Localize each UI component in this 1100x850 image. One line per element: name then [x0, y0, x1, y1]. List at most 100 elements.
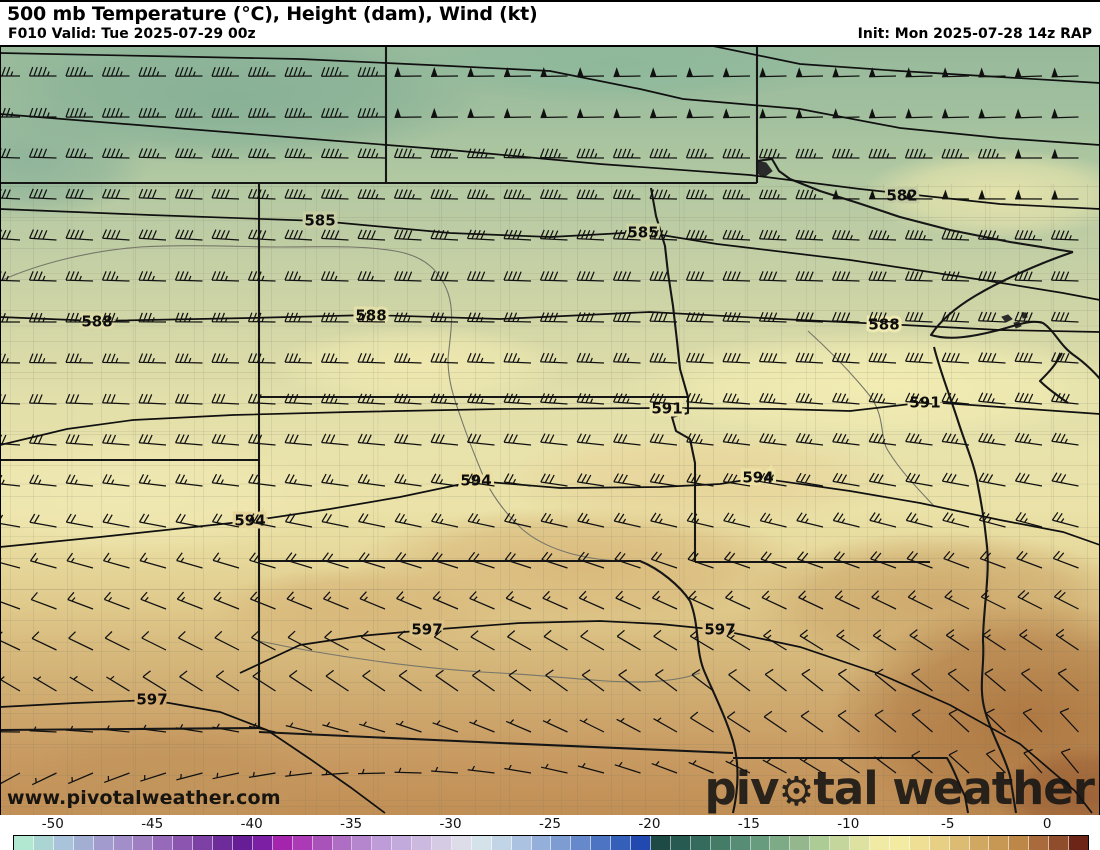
contour-label-594: 594 — [742, 469, 773, 487]
colorbar-swatch — [909, 836, 930, 850]
iowa-missouri-border — [733, 756, 970, 814]
height-contour-597 — [0, 699, 386, 814]
colorbar-tick: -45 — [141, 816, 164, 832]
colorbar-swatch — [14, 836, 34, 850]
colorbar-swatch — [850, 836, 870, 850]
colorbar-swatch — [571, 836, 592, 850]
contour-label-582: 582 — [886, 187, 917, 205]
colorbar-swatch — [451, 836, 472, 850]
colorbar-swatch — [1049, 836, 1070, 850]
brand-text-right: tal weather — [813, 762, 1095, 815]
height-contour-591 — [0, 401, 1100, 446]
colorbar-tick: -15 — [737, 816, 760, 832]
colorbar-tick: 0 — [1042, 816, 1052, 832]
colorbar-tick: -20 — [638, 816, 661, 832]
colorbar-swatch — [272, 836, 293, 850]
watermark-url: www.pivotalweather.com — [7, 787, 281, 809]
colorbar-swatch — [93, 836, 114, 850]
colorbar-swatch — [33, 836, 54, 850]
height-contour-579 — [0, 52, 1100, 146]
colorbar-swatch — [889, 836, 910, 850]
colorbar-swatch — [710, 836, 731, 850]
colorbar-swatch — [332, 836, 353, 850]
colorbar-swatch — [1009, 836, 1030, 850]
minnesota-wisconsin-border — [932, 346, 1018, 814]
init-time-label: Init: Mon 2025-07-28 14z RAP — [857, 26, 1092, 42]
valid-time-label: F010 Valid: Tue 2025-07-29 00z — [8, 26, 256, 42]
colorbar-swatch — [531, 836, 552, 850]
colorbar-swatch — [232, 836, 253, 850]
northdakota-minnesota-border — [649, 187, 690, 398]
colorbar-tick: -50 — [41, 816, 64, 832]
contour-label-585: 585 — [304, 212, 335, 230]
colorbar-tick: -5 — [941, 816, 955, 832]
southdakota-nebraska-border — [259, 559, 691, 602]
minnesota-southdakota-border — [670, 397, 697, 561]
colorbar-swatch — [730, 836, 751, 850]
colorbar-swatch — [392, 836, 413, 850]
colorbar-swatch — [790, 836, 811, 850]
colorbar-swatch — [591, 836, 612, 850]
contour-label-597: 597 — [136, 691, 167, 709]
colorbar-swatch — [352, 836, 373, 850]
colorbar-tick: -35 — [340, 816, 363, 832]
canada-border — [0, 157, 1074, 254]
colorbar-swatch — [511, 836, 532, 850]
page-title: 500 mb Temperature (°C), Height (dam), W… — [7, 3, 538, 25]
colorbar-swatch — [412, 836, 433, 850]
weather-map: 582 585 585 588 588 588 591 591 594 594 594 597 597 5… — [0, 45, 1100, 816]
gear-icon: ⚙ — [778, 769, 814, 815]
colorbar-swatch — [173, 836, 194, 850]
colorbar-swatch — [471, 836, 492, 850]
colorbar-swatch — [193, 836, 214, 850]
colorbar-swatch — [969, 836, 990, 850]
colorbar-swatch — [53, 836, 74, 850]
colorbar-swatch — [611, 836, 632, 850]
colorbar-tick: -25 — [538, 816, 562, 832]
colorbar-swatch — [651, 836, 671, 850]
colorbar-tick: -10 — [837, 816, 860, 832]
wind-barbs — [0, 66, 1079, 786]
colorbar-swatch — [670, 836, 691, 850]
colorbar-swatch — [133, 836, 154, 850]
contour-label-597: 597 — [411, 621, 442, 639]
colorbar-swatch — [372, 836, 393, 850]
header-bar: 500 mb Temperature (°C), Height (dam), W… — [0, 0, 1100, 45]
contour-label-597: 597 — [704, 621, 735, 639]
colorbar-swatch — [830, 836, 851, 850]
missouri-river — [0, 245, 621, 562]
colorbar-swatch — [551, 836, 572, 850]
colorbar-swatch — [1029, 836, 1050, 850]
colorbar-swatch — [153, 836, 174, 850]
temperature-colorbar — [13, 835, 1089, 850]
colorbar-swatch — [750, 836, 771, 850]
colorbar-tick: -30 — [439, 816, 462, 832]
height-contour-594 — [0, 477, 1100, 548]
platte-river — [258, 640, 701, 683]
colorbar-swatch — [213, 836, 233, 850]
colorbar-swatch — [770, 836, 791, 850]
colorbar-tick: -40 — [240, 816, 263, 832]
height-contour-576 — [712, 46, 1100, 84]
colorbar-swatch — [312, 836, 333, 850]
nebraska-kansas-border — [258, 730, 734, 755]
colorbar-swatch — [631, 836, 651, 850]
colorbar-swatch — [810, 836, 831, 850]
colorbar-ticks: -50 -45 -40 -35 -30 -25 -20 -15 -10 -5 0 — [13, 816, 1087, 833]
colorbar-swatch — [949, 836, 970, 850]
colorbar-swatch — [252, 836, 273, 850]
colorbar-swatch — [690, 836, 711, 850]
colorbar-swatch — [73, 836, 94, 850]
lake-superior-shoreline — [929, 251, 1100, 380]
colorbar-swatch — [432, 836, 452, 850]
height-contour-597 — [239, 620, 1093, 814]
wisconsin-michigan-border — [1038, 352, 1069, 404]
colorbar-swatch — [113, 836, 134, 850]
brand-text-left: piv — [704, 762, 779, 815]
colorbar-swatch — [929, 836, 950, 850]
height-contour-588 — [0, 311, 1100, 333]
height-contour-585 — [0, 208, 1100, 301]
contour-label-585: 585 — [627, 224, 658, 242]
